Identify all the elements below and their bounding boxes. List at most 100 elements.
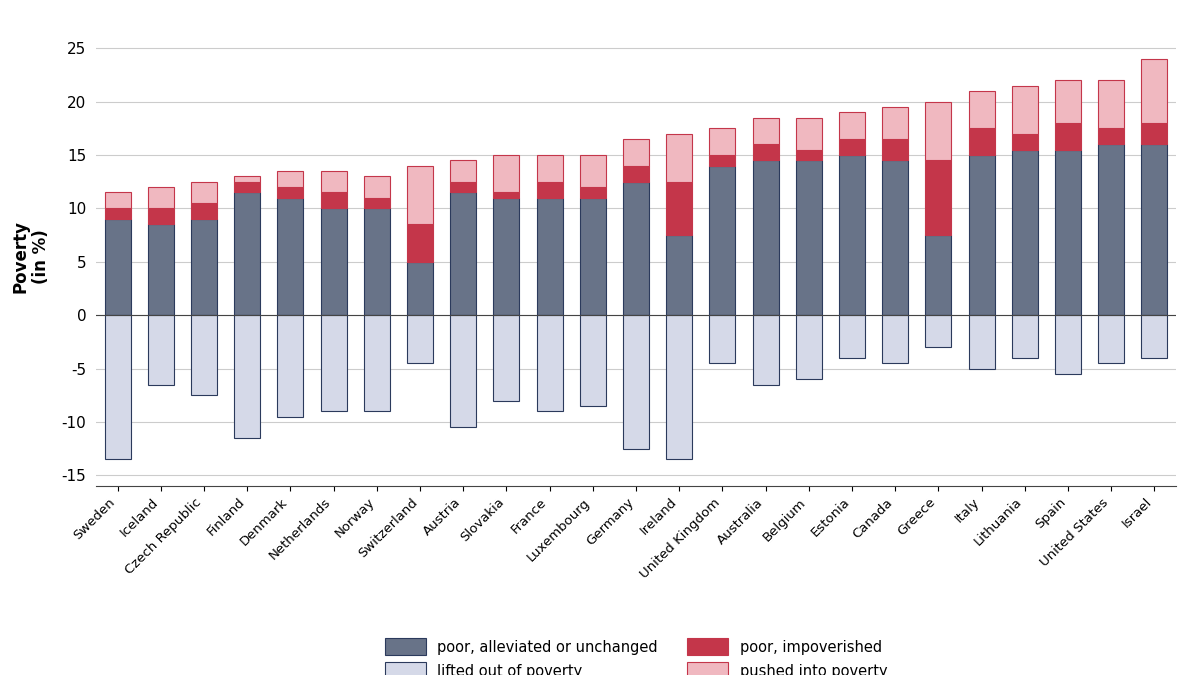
Bar bbox=[104, 315, 131, 459]
Bar bbox=[580, 315, 606, 406]
Bar bbox=[752, 161, 779, 315]
Bar bbox=[191, 182, 217, 203]
Bar bbox=[666, 235, 692, 315]
Bar bbox=[191, 219, 217, 315]
Y-axis label: Poverty
(in %): Poverty (in %) bbox=[12, 220, 50, 293]
Bar bbox=[882, 107, 908, 139]
Bar bbox=[709, 128, 736, 155]
Bar bbox=[364, 315, 390, 411]
Bar bbox=[364, 198, 390, 209]
Bar bbox=[796, 161, 822, 315]
Bar bbox=[1141, 315, 1168, 358]
Bar bbox=[234, 315, 260, 438]
Bar bbox=[839, 155, 865, 315]
Bar bbox=[1098, 315, 1124, 363]
Bar bbox=[1141, 123, 1168, 144]
Bar bbox=[104, 209, 131, 219]
Bar bbox=[752, 315, 779, 385]
Bar bbox=[839, 315, 865, 358]
Bar bbox=[1055, 150, 1081, 315]
Bar bbox=[709, 315, 736, 363]
Bar bbox=[623, 139, 649, 166]
Bar bbox=[234, 192, 260, 315]
Bar bbox=[450, 315, 476, 427]
Bar bbox=[191, 315, 217, 396]
Bar bbox=[407, 315, 433, 363]
Bar bbox=[623, 315, 649, 449]
Bar bbox=[493, 155, 520, 192]
Bar bbox=[364, 176, 390, 198]
Bar bbox=[796, 315, 822, 379]
Bar bbox=[839, 139, 865, 155]
Bar bbox=[320, 192, 347, 209]
Bar bbox=[623, 182, 649, 315]
Bar bbox=[234, 176, 260, 182]
Bar bbox=[666, 182, 692, 235]
Bar bbox=[277, 315, 304, 416]
Bar bbox=[882, 315, 908, 363]
Bar bbox=[536, 315, 563, 411]
Bar bbox=[320, 209, 347, 315]
Bar bbox=[493, 192, 520, 198]
Bar bbox=[666, 134, 692, 182]
Bar bbox=[1012, 150, 1038, 315]
Bar bbox=[968, 315, 995, 369]
Bar bbox=[968, 128, 995, 155]
Bar bbox=[493, 198, 520, 315]
Bar bbox=[536, 155, 563, 182]
Bar bbox=[1141, 59, 1168, 123]
Bar bbox=[925, 315, 952, 347]
Bar bbox=[1012, 86, 1038, 134]
Bar bbox=[234, 182, 260, 192]
Bar bbox=[580, 155, 606, 187]
Bar bbox=[407, 262, 433, 315]
Bar bbox=[752, 117, 779, 144]
Bar bbox=[1012, 134, 1038, 150]
Bar bbox=[968, 91, 995, 128]
Bar bbox=[580, 198, 606, 315]
Bar bbox=[407, 225, 433, 262]
Bar bbox=[277, 187, 304, 198]
Bar bbox=[364, 209, 390, 315]
Bar bbox=[882, 139, 908, 161]
Bar bbox=[148, 187, 174, 209]
Legend: poor, alleviated or unchanged, lifted out of poverty, poor, impoverished, pushed: poor, alleviated or unchanged, lifted ou… bbox=[378, 631, 894, 675]
Bar bbox=[925, 102, 952, 161]
Bar bbox=[1098, 80, 1124, 128]
Bar bbox=[882, 161, 908, 315]
Bar bbox=[925, 235, 952, 315]
Bar bbox=[407, 166, 433, 225]
Bar bbox=[493, 315, 520, 400]
Bar bbox=[1098, 128, 1124, 144]
Bar bbox=[623, 166, 649, 182]
Bar bbox=[320, 171, 347, 192]
Bar bbox=[148, 315, 174, 385]
Bar bbox=[450, 192, 476, 315]
Bar bbox=[148, 225, 174, 315]
Bar bbox=[191, 203, 217, 219]
Bar bbox=[796, 117, 822, 150]
Bar bbox=[277, 198, 304, 315]
Bar bbox=[450, 182, 476, 192]
Bar bbox=[1012, 315, 1038, 358]
Bar bbox=[1055, 123, 1081, 150]
Bar bbox=[580, 187, 606, 198]
Bar bbox=[450, 161, 476, 182]
Bar bbox=[709, 166, 736, 315]
Bar bbox=[148, 209, 174, 225]
Bar bbox=[536, 198, 563, 315]
Bar bbox=[320, 315, 347, 411]
Bar bbox=[1055, 315, 1081, 374]
Bar bbox=[839, 113, 865, 139]
Bar bbox=[1055, 80, 1081, 123]
Bar bbox=[925, 161, 952, 235]
Bar bbox=[709, 155, 736, 166]
Bar bbox=[104, 192, 131, 209]
Bar bbox=[968, 155, 995, 315]
Bar bbox=[536, 182, 563, 198]
Bar bbox=[666, 315, 692, 459]
Bar bbox=[104, 219, 131, 315]
Bar bbox=[1098, 144, 1124, 315]
Bar bbox=[796, 150, 822, 161]
Bar bbox=[277, 171, 304, 187]
